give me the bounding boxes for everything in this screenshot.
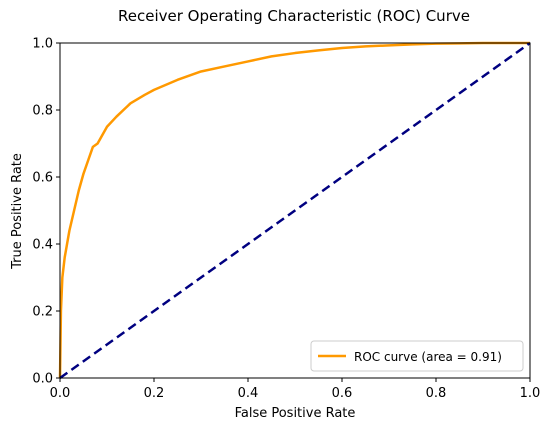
y-tick-label: 0.8: [32, 104, 53, 119]
y-tick-label: 0.2: [32, 305, 53, 320]
x-tick-label: 0.4: [238, 386, 259, 401]
y-tick-label: 0.6: [32, 171, 53, 186]
y-tick-label: 1.0: [32, 37, 53, 52]
y-tick-label: 0.0: [32, 372, 53, 387]
y-axis-label: True Positive Rate: [10, 153, 25, 270]
series-layer: [60, 43, 530, 378]
x-tick-label: 0.8: [426, 386, 447, 401]
x-tick-label: 0.0: [50, 386, 71, 401]
x-tick-label: 0.6: [332, 386, 353, 401]
legend-label-roc: ROC curve (area = 0.91): [354, 350, 502, 364]
series-line-chance: [60, 43, 530, 378]
x-axis-label: False Positive Rate: [235, 406, 356, 421]
legend: ROC curve (area = 0.91): [311, 341, 523, 371]
y-tick-label: 0.4: [32, 238, 53, 253]
chart-title: Receiver Operating Characteristic (ROC) …: [118, 7, 470, 25]
x-tick-label: 1.0: [520, 386, 541, 401]
x-tick-label: 0.2: [144, 386, 165, 401]
